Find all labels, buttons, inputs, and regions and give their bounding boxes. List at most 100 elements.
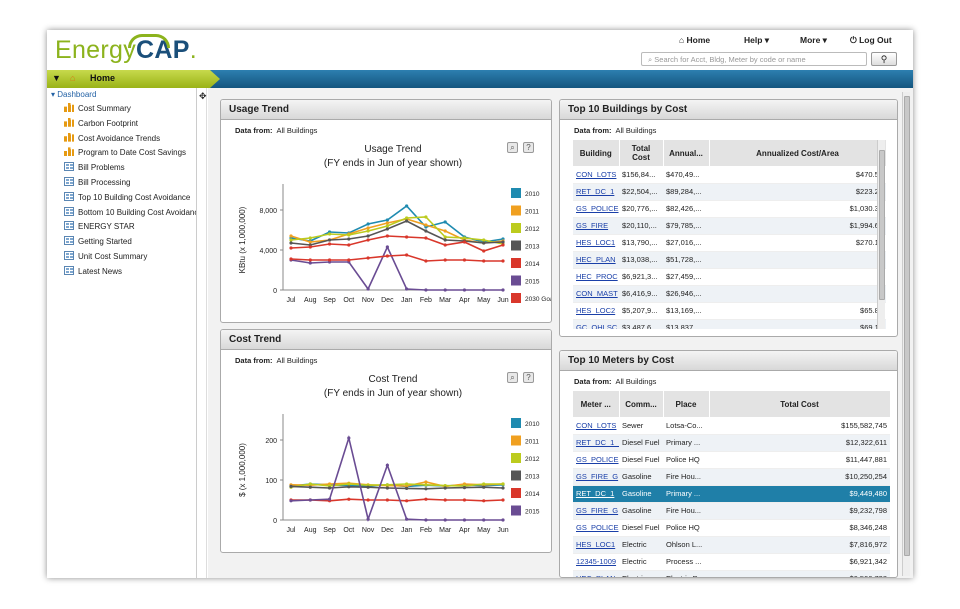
column-header[interactable]: Meter ...: [573, 391, 620, 417]
row-link[interactable]: CON_LOTS: [573, 417, 619, 435]
column-header[interactable]: Total Cost: [709, 391, 890, 417]
column-header[interactable]: Annual...: [663, 140, 710, 166]
data-point: [501, 240, 505, 244]
table-row[interactable]: RET_DC_1_E Diesel Fuel Primary ... $12,322,…: [573, 434, 890, 452]
table-row[interactable]: CON_MAST $6,416,9... $26,946,...: [573, 285, 886, 303]
table-cell: Process ...: [663, 553, 709, 571]
table-row[interactable]: GS_FIRE $20,110,... $79,785,... $1,994.63: [573, 217, 886, 235]
row-link[interactable]: GS_POLICE: [573, 200, 619, 218]
data-point: [424, 518, 428, 522]
sidebar-dashboard-node[interactable]: ▾ Dashboard: [51, 90, 97, 99]
main-scrollbar[interactable]: [902, 92, 910, 576]
table-row[interactable]: GS_POLICE Diesel Fuel Police HQ $11,447,881: [573, 451, 890, 469]
nav-more-menu[interactable]: More ▾: [800, 35, 827, 45]
zoom-icon[interactable]: ⌕: [507, 372, 518, 383]
table-row[interactable]: GS_FIRE_G Gasoline Fire Hou... $9,232,798: [573, 502, 890, 520]
table-row[interactable]: GS_FIRE_G Gasoline Fire Hou... $10,250,254: [573, 468, 890, 486]
table-row[interactable]: RET_DC_1 $22,504,... $89,284,... $223.21: [573, 183, 886, 201]
nav-home[interactable]: ⌂ Home: [679, 35, 711, 45]
column-header[interactable]: Annualized Cost/Area: [709, 140, 886, 166]
row-link[interactable]: CON_MAST: [573, 285, 619, 303]
table-row[interactable]: HEC_PROC $6,921,3... $27,459,...: [573, 268, 886, 286]
sidebar-splitter[interactable]: ✥: [197, 88, 207, 578]
grid-icon: [64, 206, 74, 216]
row-link[interactable]: GS_FIRE_G: [573, 468, 619, 486]
sidebar-item[interactable]: Cost Avoidance Trends: [64, 132, 196, 146]
row-link[interactable]: 12345-1009: [573, 553, 619, 571]
grid-icon: [64, 236, 74, 246]
table-row[interactable]: GC_OHLSC $3,487,6... $13,837,... $69.19: [573, 319, 886, 329]
sidebar-item[interactable]: Cost Summary: [64, 103, 196, 116]
table-row[interactable]: HEC_PLANElectricElectric P...$6,566,738: [573, 570, 890, 577]
row-link[interactable]: HEC_PLAN: [573, 570, 619, 577]
help-icon[interactable]: ?: [523, 372, 534, 383]
sidebar-item[interactable]: Latest News: [64, 265, 196, 279]
sidebar-item[interactable]: Unit Cost Summary: [64, 251, 196, 264]
sidebar-item[interactable]: Carbon Footprint: [64, 117, 196, 131]
table-cell: $470,49...: [663, 166, 709, 184]
column-header[interactable]: Comm...: [619, 391, 664, 417]
sidebar-item[interactable]: Top 10 Building Cost Avoidance: [64, 191, 196, 205]
table-row[interactable]: HEC_PLAN $13,038,... $51,728,...: [573, 251, 886, 269]
row-link[interactable]: GS_FIRE: [573, 217, 619, 235]
collapse-triangle-icon[interactable]: ▼: [52, 73, 61, 83]
y-tick-label: 8,000: [259, 208, 277, 215]
column-header[interactable]: Total Cost: [619, 140, 664, 166]
zoom-icon[interactable]: ⌕: [507, 142, 518, 153]
nav-help-menu[interactable]: Help ▾: [744, 35, 770, 45]
data-point: [347, 436, 351, 440]
row-link[interactable]: RET_DC_1: [573, 183, 619, 201]
legend-label: 2015: [525, 509, 540, 516]
data-point: [405, 219, 409, 223]
table-row[interactable]: GS_POLICE $20,776,... $82,426,... $1,030.33: [573, 200, 886, 218]
sidebar-item[interactable]: Bill Problems: [64, 162, 196, 175]
column-header[interactable]: Building: [573, 140, 620, 166]
row-link[interactable]: HEC_PLAN: [573, 251, 619, 269]
data-point: [366, 234, 370, 238]
legend-swatch: [511, 418, 521, 428]
sidebar-item[interactable]: ENERGY STAR: [64, 221, 196, 234]
sidebar-item[interactable]: Bill Processing: [64, 177, 196, 190]
row-link[interactable]: HES_LOC2: [573, 302, 619, 320]
nav-logout[interactable]: ⏻ Log Out: [850, 35, 892, 45]
data-point: [385, 483, 389, 487]
table-row[interactable]: HES_LOC2 $5,207,9... $13,169,... $65.85: [573, 302, 886, 320]
table-row[interactable]: CON_LOTS $156,84... $470,49... $470.50: [573, 166, 886, 184]
sidebar-item[interactable]: Bottom 10 Building Cost Avoidance: [64, 206, 196, 220]
row-link[interactable]: CON_LOTS: [573, 166, 619, 184]
table-cell: $470.50: [709, 166, 886, 184]
table-cell: Sewer: [619, 417, 663, 435]
table-row[interactable]: 12345-1009 Electric Process ... $6,921,342: [573, 553, 890, 571]
table-cell: $13,790,...: [619, 234, 663, 252]
row-link[interactable]: RET_DC_1: [573, 485, 619, 503]
sidebar-item[interactable]: Program to Date Cost Savings: [64, 147, 196, 160]
home-breadcrumb[interactable]: ▼ ⌂ Home: [47, 70, 220, 88]
help-icon[interactable]: ?: [523, 142, 534, 153]
sidebar-item[interactable]: Getting Started: [64, 236, 196, 249]
data-point: [405, 204, 409, 208]
table-row[interactable]: HES_LOC1 Electric Ohlson L... $7,816,972: [573, 536, 890, 554]
data-point: [443, 484, 447, 488]
data-point: [443, 486, 447, 490]
buildings-scrollbar[interactable]: [877, 140, 885, 329]
row-link[interactable]: GS_POLICE: [573, 519, 619, 537]
table-row[interactable]: HES_LOC1 $13,790,... $27,016,... $270.16: [573, 234, 886, 252]
grid-icon: [64, 265, 74, 275]
row-link[interactable]: RET_DC_1_E: [573, 434, 619, 452]
table-cell: Electric P...: [663, 570, 709, 577]
table-cell: Gasoline: [619, 502, 663, 520]
search-button[interactable]: ⚲: [871, 52, 897, 66]
row-link[interactable]: GS_FIRE_G: [573, 502, 619, 520]
column-header[interactable]: Place: [663, 391, 710, 417]
row-link[interactable]: HEC_PROC: [573, 268, 619, 286]
table-row[interactable]: CON_LOTS Sewer Lotsa-Co... $155,582,745: [573, 417, 890, 435]
data-point: [424, 487, 428, 491]
row-link[interactable]: HES_LOC1: [573, 234, 619, 252]
move-icon[interactable]: ✥: [199, 91, 207, 101]
table-row[interactable]: GS_POLICE Diesel Fuel Police HQ $8,346,248: [573, 519, 890, 537]
search-input[interactable]: ⌕ Search for Acct, Bldg, Meter by code o…: [641, 52, 867, 66]
row-link[interactable]: HES_LOC1: [573, 536, 619, 554]
row-link[interactable]: GS_POLICE: [573, 451, 619, 469]
table-row[interactable]: RET_DC_1 Gasoline Primary ... $9,449,480: [573, 485, 890, 503]
row-link[interactable]: GC_OHLSC: [573, 319, 619, 329]
